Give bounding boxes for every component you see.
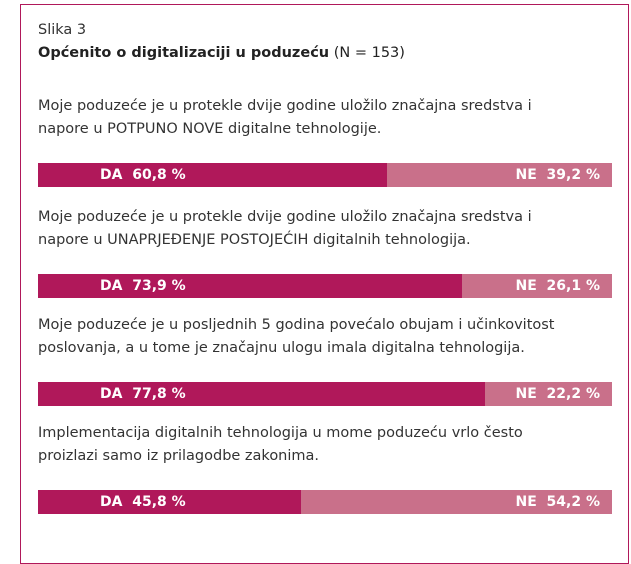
question: Moje poduzeće je u protekle dvije godine… (38, 209, 532, 248)
bar-segment (38, 382, 485, 406)
subtitle: (N = 153) (333, 45, 405, 61)
bar-label: NE 22,2 % (516, 382, 600, 406)
bar-label: NE 54,2 % (516, 490, 600, 514)
series-name: DA (100, 386, 123, 402)
bar-segment (484, 382, 612, 406)
series-name: DA (100, 494, 123, 510)
bar-label: DA 77,8 % (100, 382, 186, 406)
series-name: DA (100, 167, 123, 183)
series-name: NE (515, 494, 537, 510)
bar-segment (38, 490, 301, 514)
series-name: NE (515, 386, 537, 402)
value-label: 45,8 % (132, 494, 186, 510)
bar-segment (462, 274, 612, 298)
bar-segment (386, 163, 612, 187)
value-label: 60,8 % (132, 167, 186, 183)
bar-segment (300, 490, 612, 514)
bar-segment (38, 274, 463, 298)
bar-label: NE 39,2 % (516, 163, 600, 187)
bar-label: DA 45,8 % (100, 490, 186, 514)
bar-segment (38, 163, 387, 187)
series-name: NE (515, 278, 537, 294)
bar-label: DA 73,9 % (100, 274, 186, 298)
heading: Općenito o digitalizaciji u poduzeću (N … (38, 45, 405, 61)
value-label: 26,1 % (546, 278, 600, 294)
value-label: 22,2 % (546, 386, 600, 402)
value-label: 54,2 % (546, 494, 600, 510)
question: Implementacija digitalnih tehnologija u … (38, 425, 523, 464)
figure-label: Slika 3 (38, 22, 87, 38)
series-name: NE (515, 167, 537, 183)
series-name: DA (100, 278, 123, 294)
bar-label: DA 60,8 % (100, 163, 186, 187)
bar-label: NE 26,1 % (516, 274, 600, 298)
question: Moje poduzeće je u protekle dvije godine… (38, 98, 532, 137)
value-label: 73,9 % (132, 278, 186, 294)
page: Slika 3 Općenito o digitalizaciji u podu… (20, 4, 629, 564)
value-label: 77,8 % (132, 386, 186, 402)
question: Moje poduzeće je u posljednih 5 godina p… (38, 317, 555, 356)
chart-title: Općenito o digitalizaciji u poduzeću (38, 45, 330, 61)
value-label: 39,2 % (546, 167, 600, 183)
